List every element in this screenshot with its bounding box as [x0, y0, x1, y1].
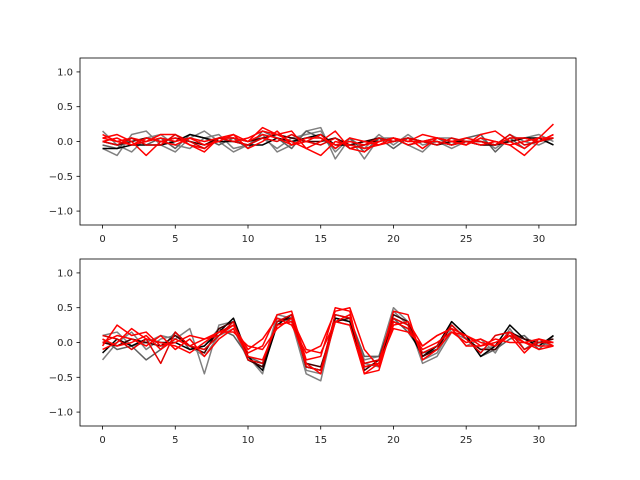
series-line-6 — [101, 306, 554, 368]
y-tick-label: 0.5 — [57, 102, 73, 113]
x-tick-label: 20 — [387, 234, 400, 245]
x-tick-label: 5 — [172, 435, 178, 446]
series-line-7 — [102, 306, 554, 375]
y-tick-label: 0.5 — [57, 303, 73, 314]
series-group — [102, 123, 554, 160]
x-tick-label: 10 — [242, 435, 255, 446]
x-tick-label: 0 — [99, 435, 105, 446]
x-tick-label: 30 — [533, 435, 546, 446]
x-tick-label: 15 — [314, 435, 327, 446]
y-tick-label: −1.0 — [49, 207, 73, 218]
y-tick-label: 0.0 — [57, 137, 73, 148]
x-tick-label: 20 — [387, 435, 400, 446]
y-tick-label: 1.0 — [57, 268, 73, 279]
x-tick-label: 25 — [460, 234, 473, 245]
x-tick-label: 15 — [314, 234, 327, 245]
x-tick-label: 5 — [172, 234, 178, 245]
y-tick-label: 0.0 — [57, 338, 73, 349]
x-tick-label: 30 — [533, 234, 546, 245]
series-line-8 — [102, 313, 554, 372]
x-tick-label: 25 — [460, 435, 473, 446]
x-tick-label: 0 — [99, 234, 105, 245]
bottom-subplot: 0 5 10 15 20 25 30 1.0 0.5 0.0 −0.5 −1.0 — [49, 258, 577, 446]
x-tick-label: 10 — [242, 234, 255, 245]
series-group — [101, 306, 554, 382]
y-tick-label: 1.0 — [57, 67, 73, 78]
series-line-10 — [102, 130, 554, 157]
y-tick-label: −0.5 — [49, 373, 73, 384]
y-tick-label: −1.0 — [49, 408, 73, 419]
series-line-10 — [102, 310, 554, 368]
y-tick-label: −0.5 — [49, 172, 73, 183]
top-subplot: 0 5 10 15 20 25 30 1.0 0.5 0.0 −0.5 −1.0 — [49, 57, 577, 245]
series-line-3 — [102, 130, 554, 153]
